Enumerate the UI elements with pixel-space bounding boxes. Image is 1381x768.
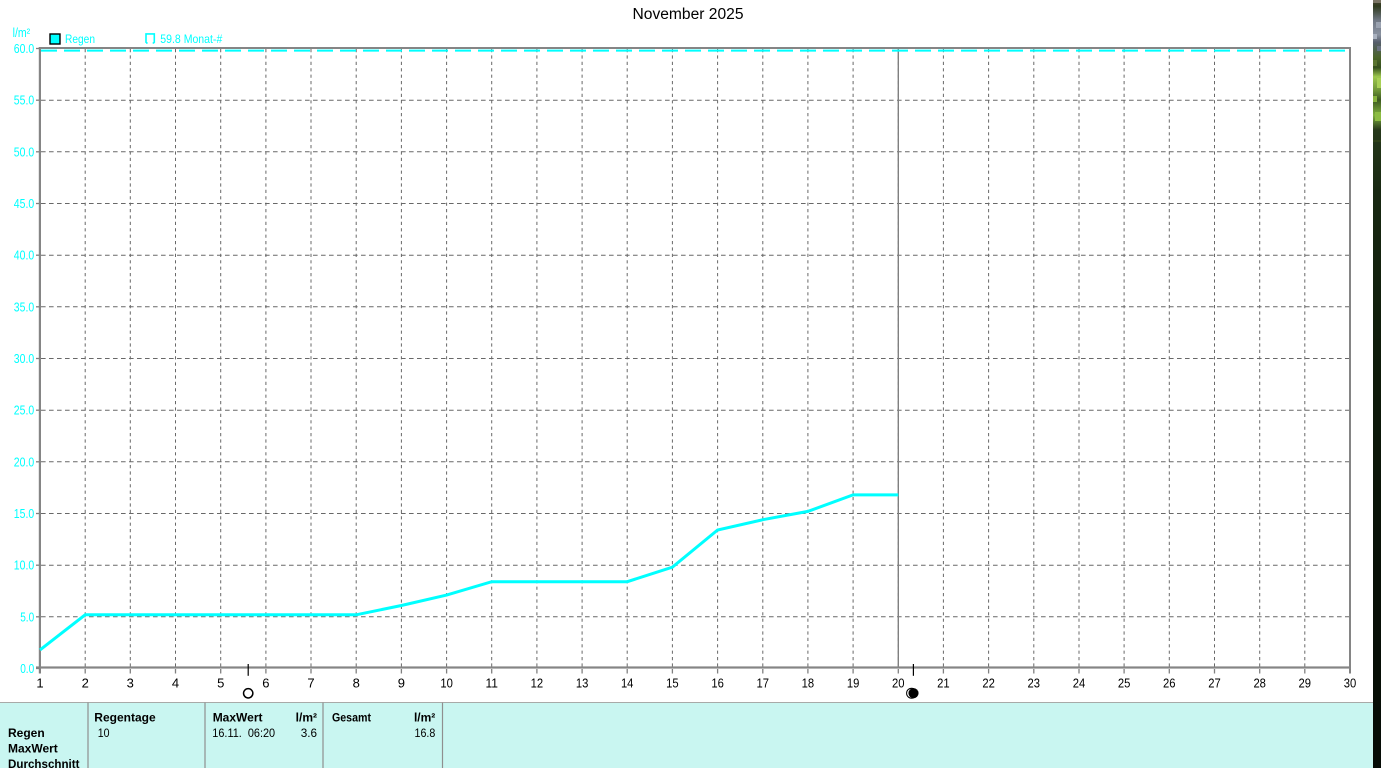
svg-text:59.8 Monat-#: 59.8 Monat-# <box>160 32 222 46</box>
svg-text:10: 10 <box>440 675 453 690</box>
svg-text:3: 3 <box>127 675 134 690</box>
svg-text:25: 25 <box>1118 675 1131 690</box>
svg-text:16: 16 <box>711 675 724 690</box>
svg-text:29: 29 <box>1299 675 1312 690</box>
svg-text:19: 19 <box>847 675 860 690</box>
svg-text:Regentage: Regentage <box>94 711 156 725</box>
svg-text:40.0: 40.0 <box>14 249 34 263</box>
svg-text:November 2025: November 2025 <box>633 6 744 23</box>
svg-text:21: 21 <box>937 675 950 690</box>
svg-text:30: 30 <box>1344 675 1357 690</box>
svg-text:1: 1 <box>36 675 43 690</box>
svg-text:5: 5 <box>217 675 224 690</box>
svg-text:MaxWert: MaxWert <box>8 742 58 756</box>
svg-text:50.0: 50.0 <box>14 145 34 159</box>
svg-text:35.0: 35.0 <box>14 300 34 314</box>
svg-text:22: 22 <box>982 675 995 690</box>
svg-text:MaxWert: MaxWert <box>213 711 263 725</box>
svg-text:13: 13 <box>576 675 589 690</box>
svg-text:55.0: 55.0 <box>14 94 34 108</box>
svg-text:15: 15 <box>666 675 679 690</box>
svg-text:26: 26 <box>1163 675 1176 690</box>
svg-text:27: 27 <box>1208 675 1221 690</box>
svg-text:2: 2 <box>82 675 89 690</box>
svg-text:60.0: 60.0 <box>14 42 34 56</box>
svg-text:45.0: 45.0 <box>14 197 34 211</box>
svg-text:20.0: 20.0 <box>14 455 34 469</box>
svg-text:10.0: 10.0 <box>14 559 34 573</box>
svg-text:18: 18 <box>802 675 815 690</box>
svg-text:Regen: Regen <box>8 726 45 740</box>
svg-text:15.0: 15.0 <box>14 507 34 521</box>
svg-text:28: 28 <box>1253 675 1266 690</box>
svg-text:l/m²: l/m² <box>296 711 317 725</box>
svg-text:10: 10 <box>98 726 110 740</box>
svg-text:8: 8 <box>353 675 360 690</box>
svg-text:30.0: 30.0 <box>14 352 34 366</box>
svg-text:25.0: 25.0 <box>14 404 34 418</box>
svg-text:9: 9 <box>398 675 405 690</box>
svg-text:l/m²: l/m² <box>13 26 31 40</box>
svg-text:16.11. 06:20: 16.11. 06:20 <box>212 726 275 740</box>
svg-text:16.8: 16.8 <box>415 726 436 740</box>
svg-text:12: 12 <box>531 675 544 690</box>
svg-text:Regen: Regen <box>65 32 95 46</box>
svg-text:3.6: 3.6 <box>301 726 318 740</box>
svg-text:23: 23 <box>1028 675 1041 690</box>
svg-text:4: 4 <box>172 675 179 690</box>
svg-text:0.0: 0.0 <box>20 662 34 676</box>
svg-text:14: 14 <box>621 675 634 690</box>
svg-text:6: 6 <box>262 675 269 690</box>
svg-text:Durchschnitt: Durchschnitt <box>8 757 80 768</box>
svg-text:17: 17 <box>757 675 770 690</box>
svg-text:11: 11 <box>485 675 498 690</box>
svg-text:20: 20 <box>892 675 905 690</box>
svg-text:24: 24 <box>1073 675 1086 690</box>
svg-text:Gesamt: Gesamt <box>332 711 371 725</box>
svg-text:5.0: 5.0 <box>20 610 34 624</box>
svg-text:l/m²: l/m² <box>414 711 435 725</box>
svg-text:7: 7 <box>307 675 314 690</box>
